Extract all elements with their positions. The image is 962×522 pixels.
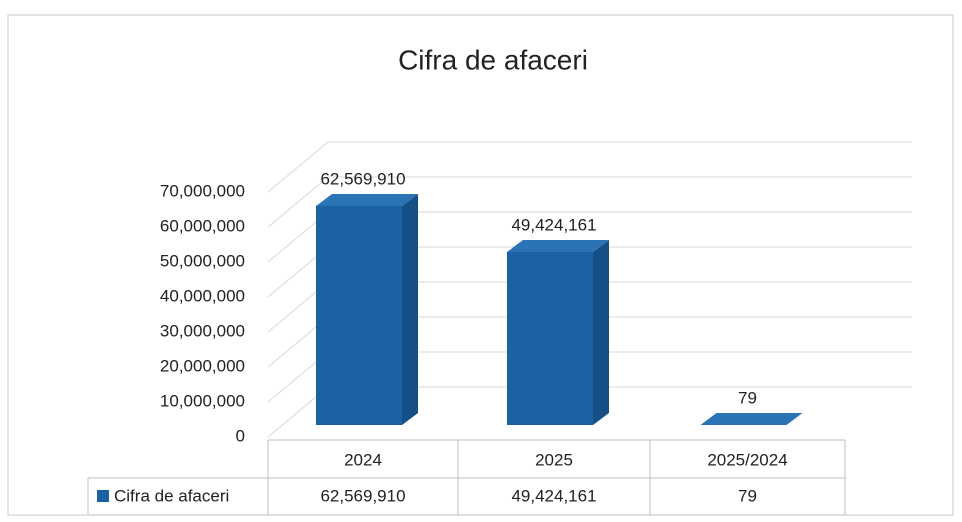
bar [507, 252, 593, 425]
chart-frame [7, 14, 954, 516]
y-tick-label: 10,000,000 [160, 391, 245, 410]
data-label: 49,424,161 [511, 215, 596, 234]
y-tick-label: 30,000,000 [160, 321, 245, 340]
chart-title: Cifra de afaceri [398, 44, 588, 75]
y-tick-label: 40,000,000 [160, 286, 245, 305]
data-label: 62,569,910 [320, 169, 405, 188]
bar-side [402, 194, 418, 425]
bar [316, 206, 402, 425]
x-tick-label: 2025/2024 [707, 450, 787, 469]
bar-top [700, 412, 803, 425]
y-tick-label: 60,000,000 [160, 216, 245, 235]
grid-line [267, 141, 912, 193]
table-cell: 62,569,910 [320, 486, 405, 505]
legend-label: Cifra de afaceri [114, 486, 229, 505]
bar-top [507, 240, 609, 253]
table-cell: 79 [738, 486, 757, 505]
bar-side [593, 240, 609, 425]
data-label: 79 [738, 388, 757, 407]
table-cell: 49,424,161 [511, 486, 596, 505]
y-tick-label: 0 [236, 426, 245, 445]
y-tick-label: 20,000,000 [160, 356, 245, 375]
legend-marker [97, 490, 109, 502]
grid-line [267, 176, 912, 228]
bar-side [786, 412, 803, 425]
x-tick-label: 2025 [535, 450, 573, 469]
y-tick-label: 50,000,000 [160, 251, 245, 270]
x-tick-label: 2024 [344, 450, 382, 469]
y-tick-label: 70,000,000 [160, 181, 245, 200]
bar-top [316, 194, 418, 207]
